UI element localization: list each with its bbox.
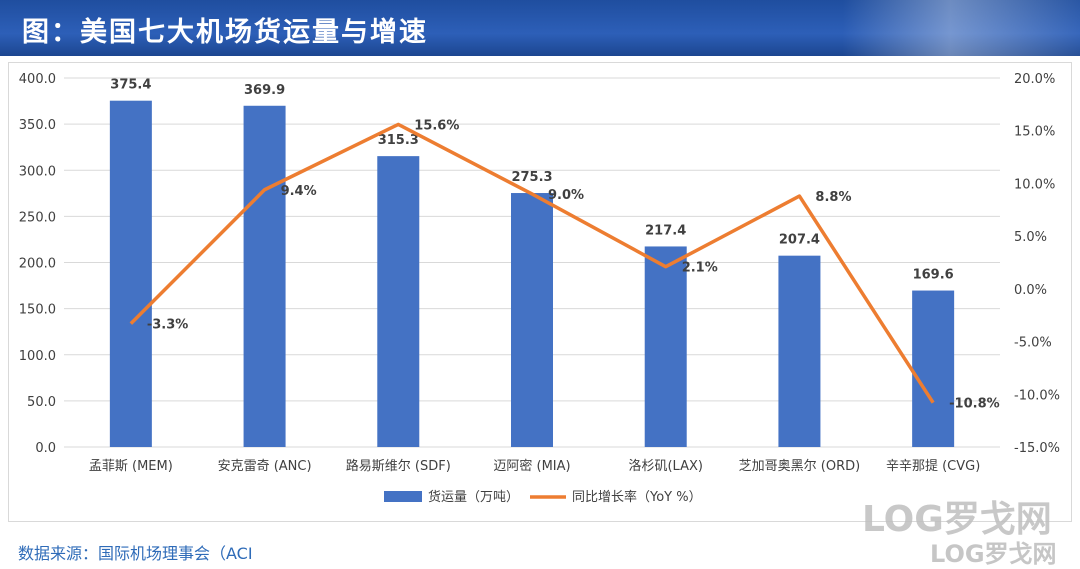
x-tick-label: 安克雷奇 (ANC) [218, 458, 312, 474]
bar [644, 246, 687, 447]
bar-value-label: 217.4 [645, 223, 686, 238]
y2-tick-label: -5.0% [1014, 336, 1052, 351]
x-tick-label: 洛杉矶(LAX) [628, 459, 702, 474]
watermark-text-1: LOG罗戈网 [862, 499, 1052, 540]
y2-tick-label: 10.0% [1014, 177, 1055, 192]
y2-tick-label: -15.0% [1014, 441, 1060, 456]
bar-value-label: 369.9 [244, 83, 285, 98]
bar-value-label: 275.3 [511, 170, 552, 185]
y2-tick-label: -10.0% [1014, 388, 1060, 403]
line-value-label: 2.1% [682, 261, 718, 276]
line-value-label: 8.8% [815, 190, 851, 205]
y-tick-label: 300.0 [19, 164, 56, 179]
series-line-yoy [129, 122, 935, 404]
x-tick-label: 孟菲斯 (MEM) [89, 459, 173, 474]
y-tick-label: 150.0 [19, 303, 56, 318]
y-tick-label: 0.0 [35, 441, 56, 456]
bar [109, 100, 152, 448]
line-value-label: 15.6% [414, 118, 459, 133]
x-tick-label: 迈阿密 (MIA) [493, 458, 570, 474]
x-tick-label: 辛辛那提 (CVG) [886, 458, 980, 474]
title-bar-shine [0, 0, 1080, 56]
line-value-label: -10.8% [949, 397, 1000, 412]
legend-swatch-bar [384, 491, 422, 502]
bar-value-label: 315.3 [378, 133, 419, 148]
title-bar: 图：美国七大机场货运量与增速 [0, 0, 1080, 56]
chart-frame [8, 62, 1072, 522]
bar-value-label: 375.4 [110, 78, 151, 93]
page-title: 图：美国七大机场货运量与增速 [22, 17, 428, 48]
y-tick-label: 250.0 [19, 210, 56, 225]
y-tick-label: 100.0 [19, 349, 56, 364]
bar-value-label: 207.4 [779, 233, 820, 248]
line-value-label: 9.4% [281, 184, 317, 199]
bar-value-label: 169.6 [913, 268, 954, 283]
watermark-logo-1: LOG罗戈网 [862, 490, 1052, 542]
watermark-text-2: LOG罗戈网 [930, 540, 1057, 568]
line-value-label: -3.3% [147, 318, 188, 333]
bar [243, 105, 286, 448]
bar [377, 156, 420, 448]
y-tick-label: 200.0 [19, 257, 56, 272]
x-tick-label: 路易斯维尔 (SDF) [346, 458, 451, 474]
y2-tick-label: 5.0% [1014, 230, 1047, 245]
y2-tick-label: 15.0% [1014, 125, 1055, 140]
y2-tick-label: 0.0% [1014, 283, 1047, 298]
y2-tick-label: 20.0% [1014, 72, 1055, 87]
watermark-logo-2: LOG罗戈网 [930, 534, 1057, 569]
y-tick-label: 350.0 [19, 118, 56, 133]
line-value-label: 9.0% [548, 188, 584, 203]
y-tick-label: 400.0 [19, 72, 56, 87]
bar [778, 255, 821, 447]
legend-label-line: 同比增长率（YoY %） [572, 489, 702, 505]
bar [511, 193, 553, 447]
y-tick-label: 50.0 [27, 395, 56, 410]
bar [912, 290, 955, 447]
legend-label-bar: 货运量（万吨） [428, 489, 519, 505]
source-note: 数据来源：国际机场理事会（ACI [18, 544, 253, 563]
x-tick-label: 芝加哥奥黑尔 (ORD) [739, 458, 861, 474]
